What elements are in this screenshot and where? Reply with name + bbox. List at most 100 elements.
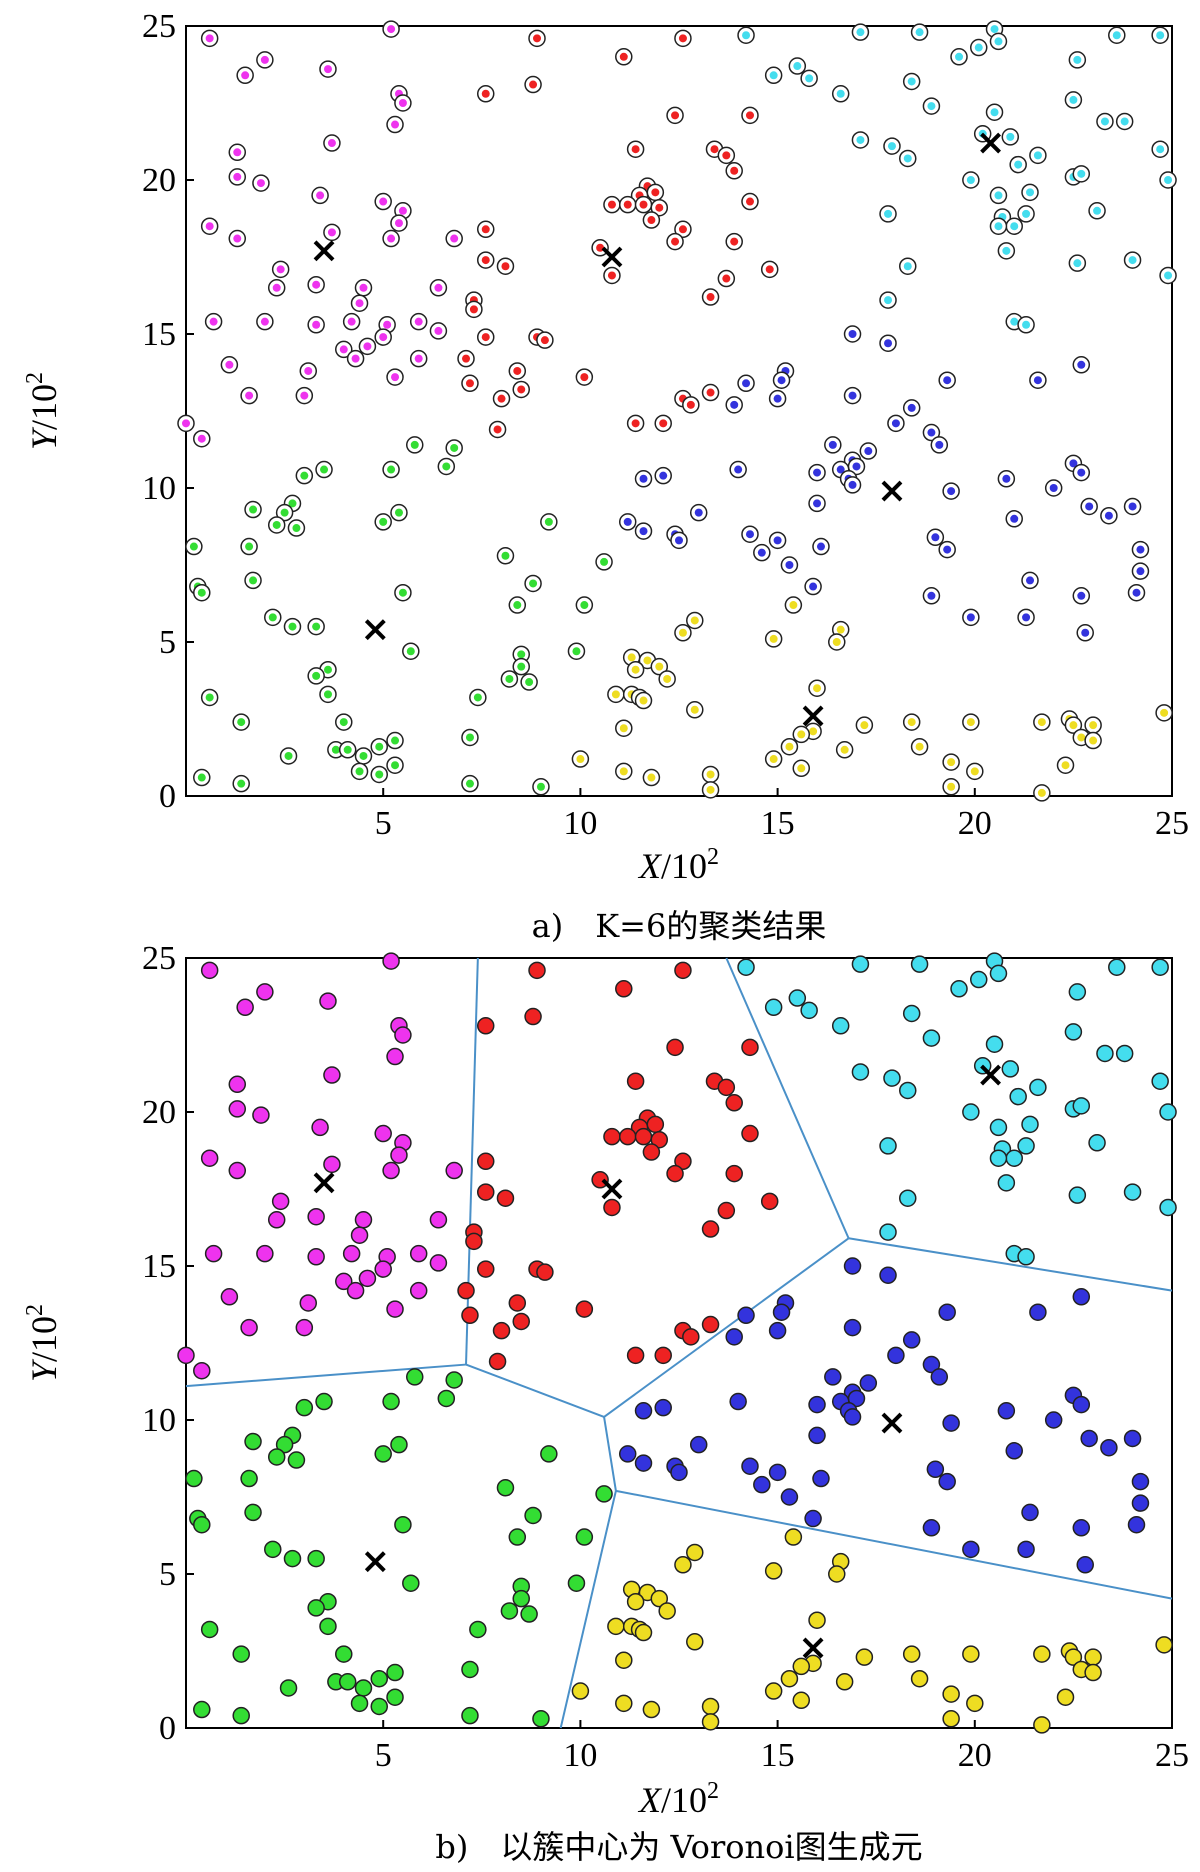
data-point-fill [848,480,857,489]
data-point [319,1617,337,1636]
data-point [626,1592,645,1611]
data-point-fill [655,203,664,212]
data-point [615,1694,633,1713]
data-point-fill [1077,591,1086,600]
data-point [1084,1648,1102,1666]
data-point-fill [1073,55,1082,64]
data-point-fill [481,89,490,98]
data-point [760,1192,779,1211]
data-point [1017,1540,1035,1559]
y-tick-label: 5 [159,1556,176,1593]
x-tick-label: 15 [761,1737,795,1774]
data-point [654,1398,672,1417]
data-point-fill [434,326,443,335]
data-point [287,1451,306,1469]
data-point-fill [272,283,281,292]
data-point [476,1152,495,1171]
data-point-fill [347,317,356,326]
data-point [311,1118,329,1137]
data-point [1005,1442,1023,1460]
data-point-fill [343,745,352,754]
data-point-fill [607,200,616,209]
data-point-fill [927,591,936,600]
data-point-fill [809,727,818,736]
data-point [737,958,755,976]
data-point [768,1321,787,1340]
data-point-fill [884,296,893,305]
data-point [390,1146,408,1164]
data-point [406,1368,424,1386]
data-point [461,1706,479,1725]
data-point [508,1294,527,1312]
data-point-fill [769,755,778,764]
data-point-fill [671,111,680,120]
data-point-fill [1002,246,1011,255]
voronoi-edge [559,1490,617,1729]
data-point [642,1143,661,1161]
data-point-fill [1049,484,1058,492]
data-point-fill [182,419,190,428]
data-point [843,1257,862,1275]
data-point-fill [1069,721,1078,730]
data-point-fill [1010,514,1019,523]
data-point-fill [836,625,845,634]
x-tick-label: 10 [563,1737,597,1774]
cluster-center-marker [601,1178,623,1200]
data-point-fill [745,530,754,539]
data-point-fill [643,656,652,665]
data-point [1155,1636,1173,1654]
data-point [1044,1411,1063,1429]
data-point [232,1706,250,1725]
data-point [942,1710,960,1728]
data-point [244,1432,262,1451]
data-point-fill [517,662,526,671]
data-point [228,1100,247,1118]
data-point-fill [469,305,478,314]
data-point [512,1589,530,1608]
data-point-fill [836,465,845,474]
y-tick-label: 0 [159,778,176,815]
data-point-fill [884,339,893,348]
data-point-fill [276,265,285,274]
data-point-fill [678,628,687,637]
data-point [618,1127,637,1146]
data-point [338,1673,357,1691]
data-point [725,1328,743,1346]
data-point-fill [197,588,206,597]
data-point-fill [903,262,912,271]
data-point-fill [268,613,277,622]
y-tick-label: 20 [142,1094,176,1131]
data-point [654,1346,672,1365]
data-point-fill [249,505,258,514]
data-point-fill [659,419,668,428]
data-point [831,1017,850,1035]
data-point [220,1288,239,1306]
data-point-fill [1077,360,1086,369]
data-point-fill [320,465,329,474]
voronoi-edge [465,957,479,1365]
data-point-fill [225,360,234,369]
data-point [390,1435,408,1454]
panel-a-plot-frame [185,25,1173,797]
data-point-fill [686,400,695,409]
data-point-fill [1136,545,1145,554]
data-point [887,1346,905,1365]
data-point [922,1355,941,1374]
data-point [899,1189,917,1207]
data-point [1127,1515,1146,1534]
data-point-fill [304,366,313,375]
data-point-fill [659,471,668,480]
data-point-fill [639,474,648,483]
data-point [879,1266,897,1284]
data-point [828,1565,846,1583]
data-point [476,1017,495,1035]
data-point-fill [931,533,940,542]
data-point [1076,1556,1094,1574]
panel-b-x-axis-label: X/102 [637,1778,719,1820]
data-point-fill [339,718,348,727]
data-point [465,1232,483,1251]
data-point-fill [1014,160,1023,169]
data-point [753,1475,771,1494]
data-point [193,1515,211,1534]
data-point [1084,1663,1102,1682]
